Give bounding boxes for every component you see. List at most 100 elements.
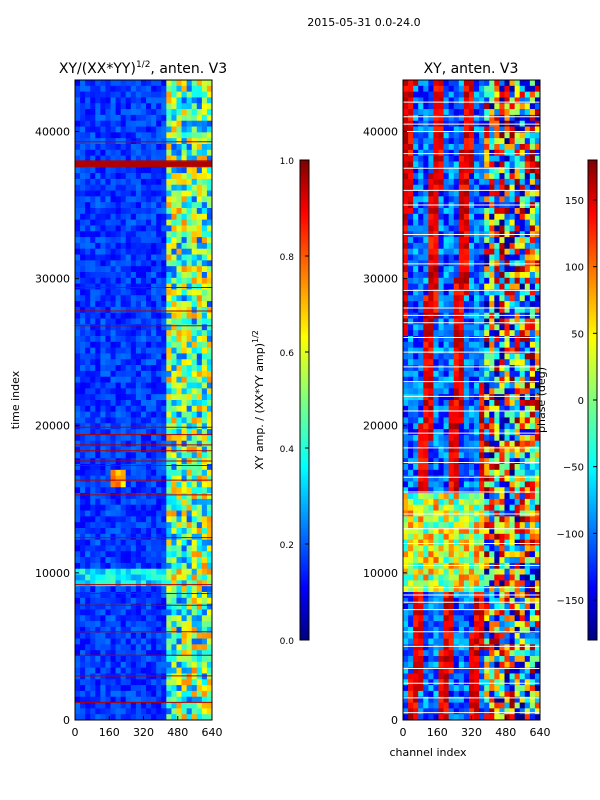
heatmap-cell [125, 650, 132, 657]
heatmap-cell [161, 260, 167, 267]
heatmap-cell [448, 382, 455, 389]
heatmap-cell [499, 347, 505, 354]
heatmap-cell [171, 679, 177, 686]
heatmap-cell [479, 370, 485, 378]
heatmap-cell [519, 242, 526, 250]
heatmap-cell [161, 301, 167, 308]
heatmap-cell [151, 120, 157, 127]
heatmap-cell [146, 382, 152, 389]
heatmap-cell [524, 481, 531, 488]
heatmap-cell [453, 469, 460, 477]
heatmap-cell [499, 365, 505, 372]
heatmap-cell [85, 144, 91, 151]
heatmap-cell [519, 370, 526, 378]
heatmap-cell [125, 661, 132, 669]
heatmap-cell [196, 149, 203, 157]
heatmap-cell [186, 103, 193, 110]
heatmap-cell [166, 120, 172, 127]
heatmap-cell [433, 80, 439, 87]
heatmap-cell [534, 266, 540, 273]
heatmap-cell [120, 208, 127, 215]
heatmap-cell [458, 306, 465, 314]
heatmap-cell [100, 638, 106, 645]
heatmap-cell [80, 254, 86, 261]
heatmap-cell [105, 173, 111, 180]
heatmap-cell [110, 138, 116, 145]
heatmap-cell [206, 423, 212, 430]
heatmap-cell [514, 213, 521, 221]
heatmap-cell [125, 103, 132, 110]
heatmap-cell [448, 417, 455, 424]
heatmap-cell [448, 370, 455, 378]
heatmap-cell [196, 597, 203, 605]
heatmap-cell [534, 411, 540, 418]
heatmap-cell [105, 260, 111, 267]
heatmap-cell [161, 376, 167, 383]
heatmap-cell [514, 219, 521, 226]
heatmap-cell [524, 91, 531, 98]
heatmap-cell [494, 388, 500, 395]
heatmap-cell [201, 120, 208, 127]
heatmap-cell [438, 144, 444, 151]
heatmap-cell [156, 138, 162, 145]
heatmap-cell [191, 574, 198, 581]
heatmap-cell [110, 661, 116, 669]
heatmap-cell [110, 341, 116, 349]
heatmap-cell [161, 446, 167, 453]
heatmap-cell [135, 318, 142, 325]
heatmap-cell [438, 289, 444, 296]
heatmap-cell [186, 656, 193, 663]
heatmap-cell [474, 498, 480, 506]
heatmap-cell [166, 103, 172, 110]
heatmap-cell [176, 626, 182, 634]
heatmap-cell [534, 301, 540, 308]
heatmap-cell [413, 429, 419, 436]
heatmap-cell [509, 155, 516, 162]
heatmap-cell [95, 429, 101, 436]
heatmap-cell [75, 522, 81, 529]
amplitude-colorbar [299, 159, 310, 641]
heatmap-cell [408, 336, 414, 343]
heatmap-cell [161, 219, 167, 226]
heatmap-cell [191, 312, 198, 319]
heatmap-cell [433, 184, 439, 191]
heatmap-cell [95, 481, 101, 488]
heatmap-cell [201, 324, 208, 331]
heatmap-cell [453, 208, 460, 215]
heatmap-cell [166, 318, 172, 325]
heatmap-cell [100, 347, 106, 354]
heatmap-cell [514, 178, 521, 186]
heatmap-cell [534, 242, 540, 250]
heatmap-cell [166, 405, 172, 413]
heatmap-cell [403, 155, 409, 162]
heatmap-cell [196, 347, 203, 354]
heatmap-cell [489, 341, 495, 349]
heatmap-cell [146, 149, 152, 157]
heatmap-cell [135, 562, 142, 570]
heatmap-cell [156, 248, 162, 255]
heatmap-cell [120, 231, 127, 238]
heatmap-cell [151, 196, 157, 203]
heatmap-cell [100, 219, 106, 226]
heatmap-cell [146, 80, 152, 87]
heatmap-cell [115, 574, 122, 581]
heatmap-cell [95, 91, 101, 98]
heatmap-cell [90, 109, 96, 116]
heatmap-cell [161, 173, 167, 180]
heatmap-cell [110, 370, 116, 378]
heatmap-cell [418, 277, 424, 285]
heatmap-cell [135, 184, 142, 191]
heatmap-cell [110, 522, 116, 529]
heatmap-cell [423, 452, 429, 459]
heatmap-cell [524, 161, 531, 168]
heatmap-cell [468, 144, 475, 151]
heatmap-cell [408, 388, 414, 395]
heatmap-cell [130, 504, 137, 511]
heatmap-cell [75, 91, 81, 98]
heatmap-cell [408, 272, 414, 279]
heatmap-cell [453, 318, 460, 325]
heatmap-cell [494, 242, 500, 250]
heatmap-cell [433, 318, 439, 325]
heatmap-cell [418, 208, 424, 215]
heatmap-cell [75, 440, 81, 447]
